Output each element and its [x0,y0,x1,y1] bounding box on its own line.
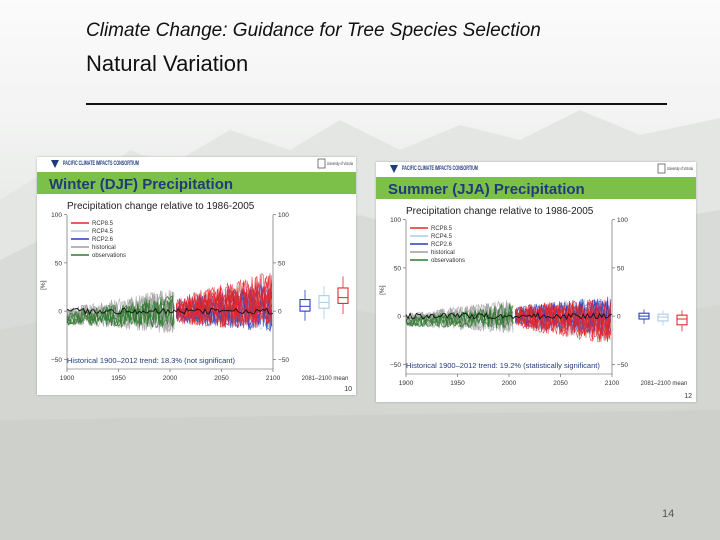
x-tick-label: 2050 [553,380,568,387]
box-plot-rcp26 [299,298,311,312]
logo-text: PACIFIC CLIMATE IMPACTS CONSORTIUM [63,160,139,167]
logo-text: PACIFIC CLIMATE IMPACTS CONSORTIUM [402,165,478,172]
box-axis-label: 2081–2100 mean [641,381,688,387]
legend-label: RCP2.6 [92,237,114,243]
legend-label: observations [431,258,465,264]
y-tick-label: 0 [58,309,62,316]
y-tick-label: 100 [390,217,401,224]
university-crest-icon [657,163,666,174]
y-tick-label: −50 [390,362,401,369]
x-tick-label: 2000 [502,380,517,387]
right-tick-label: 50 [617,265,625,272]
right-tick-label: −50 [617,362,628,369]
box-plot-rcp85 [337,287,349,304]
y-tick-label: 50 [394,265,402,272]
y-tick-label: 100 [51,212,62,219]
slide-number: 14 [662,508,675,520]
legend-label: RCP2.6 [431,242,453,248]
legend-label: observations [92,253,126,259]
pcic-logo: PACIFIC CLIMATE IMPACTS CONSORTIUM [51,160,139,168]
right-tick-label: 100 [617,217,628,224]
x-tick-label: 2050 [214,375,229,382]
legend-label: RCP4.5 [431,234,453,240]
legend: RCP8.5 RCP4.5 RCP2.6 historical observations [71,221,126,259]
x-tick-label: 1900 [60,375,75,382]
series-line-observations [405,304,514,328]
university-text: University of Victoria [327,161,353,166]
legend-label: RCP8.5 [92,221,114,227]
series-line-rcp85 [515,302,612,342]
title-divider [86,103,667,105]
y-axis-label: [%] [40,280,47,290]
series-line-rcp85 [175,273,273,328]
y-tick-label: 50 [55,260,63,267]
y-tick-label: −50 [51,357,62,364]
box-axis-label: 2081–2100 mean [302,376,349,382]
summer-precipitation-chart: Summer (JJA) Precipitation PACIFIC CLIMAT… [376,163,696,400]
x-tick-label: 1900 [399,380,414,387]
chart-subtitle: Precipitation change relative to 1986-20… [67,201,255,212]
right-tick-label: 0 [278,309,282,316]
chart-subtitle: Precipitation change relative to 1986-20… [406,206,594,217]
trend-text: Historical 1900–2012 trend: 18.3% (not s… [67,356,236,365]
x-tick-label: 2100 [266,375,281,382]
chart-header-bar [37,172,356,194]
legend-label: RCP4.5 [92,229,114,235]
summer-chart-panel: Summer (JJA) Precipitation PACIFIC CLIMAT… [376,162,696,402]
right-tick-label: −50 [278,357,289,364]
legend-label: historical [431,250,455,256]
series-line-rcp85 [514,299,612,339]
logo-mark-icon [390,165,398,173]
university-crest-icon [317,158,326,169]
y-tick-label: 0 [397,314,401,321]
trend-text: Historical 1900–2012 trend: 19.2% (stati… [406,361,600,370]
logo-mark-icon [51,160,59,168]
legend-label: historical [92,245,116,251]
chart-title: Winter (DJF) Precipitation [49,176,233,193]
x-tick-label: 2100 [605,380,620,387]
right-tick-label: 100 [278,212,289,219]
chart-header-bar [376,177,696,199]
winter-chart-panel: Winter (DJF) Precipitation PACIFIC CLIMAT… [37,157,356,395]
series-line-rcp85 [175,280,273,327]
ensemble-mean-line [405,312,613,321]
y-axis-label: [%] [379,285,386,295]
university-text: University of Victoria [667,166,693,171]
series-line-historical [66,290,175,333]
chart-title: Summer (JJA) Precipitation [388,181,585,198]
series-line-observations [405,303,514,331]
chart-page-number: 12 [684,393,692,400]
ensemble-mean-line [66,307,274,316]
series-line-rcp85 [176,279,273,327]
winter-precipitation-chart: Winter (DJF) Precipitation PACIFIC CLIMAT… [37,158,356,393]
series-line-rcp85 [515,298,611,342]
legend-label: RCP8.5 [431,226,453,232]
x-tick-label: 1950 [450,380,465,387]
right-tick-label: 0 [617,314,621,321]
x-tick-label: 2000 [163,375,178,382]
chart-page-number: 10 [344,386,352,393]
pcic-logo: PACIFIC CLIMATE IMPACTS CONSORTIUM [390,165,478,173]
legend: RCP8.5 RCP4.5 RCP2.6 historical observations [410,226,465,264]
x-tick-label: 1950 [111,375,126,382]
slide-title: Climate Change: Guidance for Tree Specie… [86,20,541,41]
box-plot-rcp85 [676,314,688,326]
slide-subtitle: Natural Variation [86,51,249,76]
right-tick-label: 50 [278,260,286,267]
